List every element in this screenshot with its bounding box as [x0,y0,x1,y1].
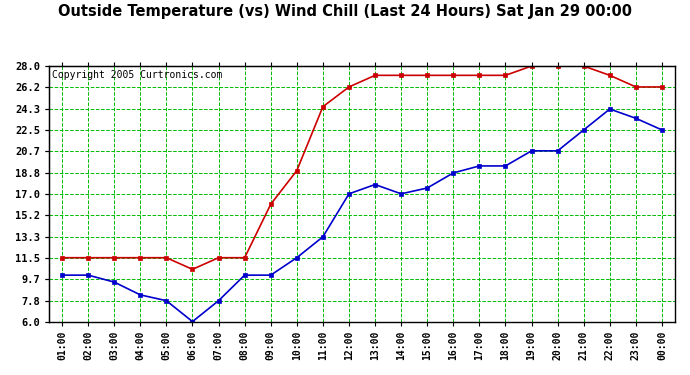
Text: Copyright 2005 Curtronics.com: Copyright 2005 Curtronics.com [52,70,223,80]
Text: Outside Temperature (vs) Wind Chill (Last 24 Hours) Sat Jan 29 00:00: Outside Temperature (vs) Wind Chill (Las… [58,4,632,19]
